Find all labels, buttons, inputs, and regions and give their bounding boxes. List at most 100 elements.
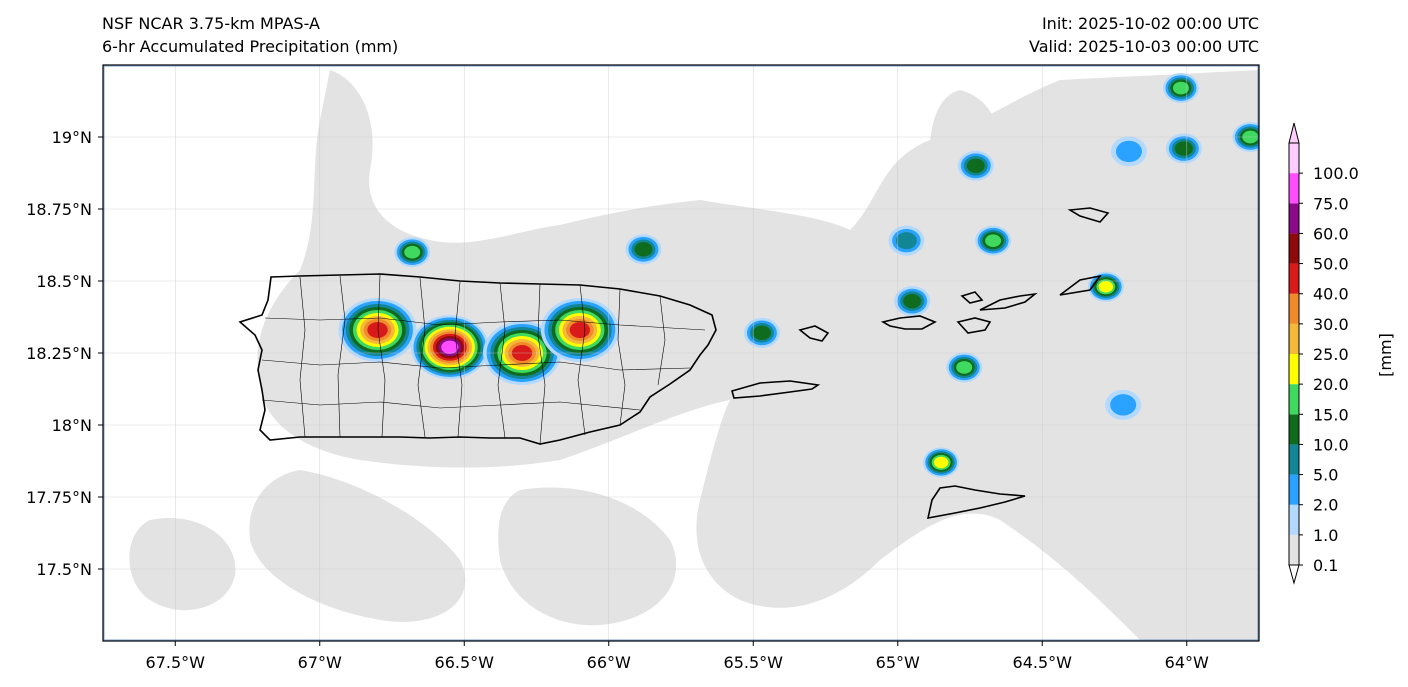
precip-contour — [367, 321, 388, 338]
precip-contour — [634, 242, 653, 257]
precip-contour — [933, 456, 949, 469]
precip-cell — [1165, 133, 1202, 164]
lon-tick-label: 65.5°W — [724, 653, 784, 672]
virgin-gorda-outline — [960, 291, 984, 304]
precip-cell — [957, 150, 994, 181]
precip-cell — [1110, 136, 1147, 167]
colorbar-segment — [1289, 414, 1299, 445]
map-title-right: Init: 2025-10-02 00:00 UTC Valid: 2025-1… — [1029, 12, 1259, 58]
grid — [103, 65, 1259, 641]
light-precip-area — [249, 470, 466, 622]
lon-axis: 67.5°W 67°W 66.5°W 66°W 65.5°W 65°W 64.5°W 64°W — [146, 641, 1209, 672]
precip-contour — [895, 232, 917, 250]
lat-tick-label: 18°N — [52, 416, 92, 435]
boundary-line — [617, 288, 626, 426]
precip-cells — [338, 73, 1259, 478]
colorbar-tick-label: 1.0 — [1313, 526, 1338, 545]
puerto-rico-outline — [238, 273, 717, 445]
light-precip-area — [498, 487, 677, 626]
boundary-line — [497, 282, 506, 439]
precip-contour — [404, 245, 421, 259]
colorbar-tick-label: 100.0 — [1313, 164, 1359, 183]
colorbar-segment — [1289, 534, 1299, 565]
boundary-line — [454, 281, 463, 438]
colorbar-segment — [1289, 474, 1299, 505]
precip-cell — [923, 447, 960, 478]
colorbar-segment — [1289, 323, 1299, 354]
colorbar-segment — [1289, 263, 1299, 294]
valid-time: Valid: 2025-10-03 00:00 UTC — [1028, 37, 1259, 56]
precip-cell — [888, 225, 925, 256]
colorbar-tick-label: 2.0 — [1313, 496, 1338, 515]
light-precip-area — [129, 518, 236, 611]
lat-tick-label: 18.25°N — [26, 344, 92, 363]
precip-cell — [946, 352, 983, 383]
precip-contour — [1110, 394, 1137, 416]
lat-tick-label: 19°N — [52, 128, 92, 147]
boundary-line — [299, 276, 306, 438]
lon-tick-label: 64°W — [1165, 653, 1209, 672]
colorbar-segment — [1289, 444, 1299, 475]
precip-cell — [394, 237, 431, 268]
st-john-outline — [956, 317, 992, 334]
colorbar-segment — [1289, 504, 1299, 535]
precip-cell — [410, 315, 489, 380]
boundary-line — [417, 277, 426, 438]
boundary-line — [261, 359, 691, 371]
lat-tick-label: 17.75°N — [26, 488, 92, 507]
field-name: 6-hr Accumulated Precipitation (mm) — [102, 37, 399, 56]
colorbar-tick-label: 75.0 — [1313, 194, 1349, 213]
colorbar-tick-label: 30.0 — [1313, 315, 1349, 334]
colorbar-segment — [1289, 143, 1299, 174]
precip-contour — [1115, 140, 1142, 163]
lat-tick-label: 17.5°N — [36, 560, 92, 579]
lon-tick-label: 66.5°W — [435, 653, 495, 672]
colorbar-tick-label: 50.0 — [1313, 255, 1349, 274]
colorbar-extend-max — [1288, 122, 1300, 144]
st-thomas-outline — [880, 315, 937, 330]
precip-contour — [956, 361, 973, 374]
colorbar-tick-label: 20.0 — [1313, 375, 1349, 394]
colorbar-segment — [1289, 293, 1299, 324]
lon-tick-label: 64.5°W — [1013, 653, 1073, 672]
colorbar-tick-label: 25.0 — [1313, 345, 1349, 364]
colorbar-units-label: [mm] — [1376, 333, 1395, 377]
boundary-line — [657, 295, 666, 386]
colorbar-segment — [1289, 384, 1299, 415]
lat-axis: 19°N 18.75°N 18.5°N 18.25°N 18°N 17.75°N 17.5°… — [26, 128, 103, 579]
precip-cell — [338, 297, 417, 362]
precip-contour — [966, 158, 985, 173]
lon-tick-label: 67.5°W — [146, 653, 206, 672]
colorbar-segment — [1289, 233, 1299, 264]
tortola-outline — [979, 292, 1038, 311]
lon-tick-label: 65°W — [876, 653, 920, 672]
vieques-outline — [731, 380, 821, 399]
coastlines — [238, 207, 1110, 520]
boundary-line — [337, 275, 346, 438]
init-time: Init: 2025-10-02 00:00 UTC — [1041, 14, 1259, 33]
precip-contour — [985, 234, 1002, 248]
colorbar-extend-min — [1288, 564, 1300, 585]
lon-tick-label: 67°W — [298, 653, 342, 672]
colorbar-tick-label: 0.1 — [1313, 556, 1338, 575]
model-name: NSF NCAR 3.75-km MPAS-A — [102, 14, 320, 33]
light-precip-area — [727, 220, 842, 431]
colorbar-segment — [1289, 203, 1299, 234]
boundary-line — [264, 317, 706, 331]
precip-cell — [894, 286, 931, 317]
precip-contour — [903, 293, 922, 309]
precip-contour — [1098, 281, 1114, 293]
colorbar-tick-label: 60.0 — [1313, 224, 1349, 243]
light-precip-field — [129, 70, 1259, 640]
precip-cell — [1162, 73, 1199, 104]
lat-tick-label: 18.75°N — [26, 200, 92, 219]
boundary-line — [261, 399, 641, 411]
colorbar-segment — [1289, 354, 1299, 385]
boundary-line — [577, 284, 586, 436]
plot-inner-frame — [103, 65, 1259, 641]
precip-cell — [743, 317, 780, 348]
precip-cell — [540, 297, 619, 362]
precip-cell — [625, 234, 662, 265]
map-title-left: NSF NCAR 3.75-km MPAS-A 6-hr Accumulated… — [102, 12, 398, 58]
